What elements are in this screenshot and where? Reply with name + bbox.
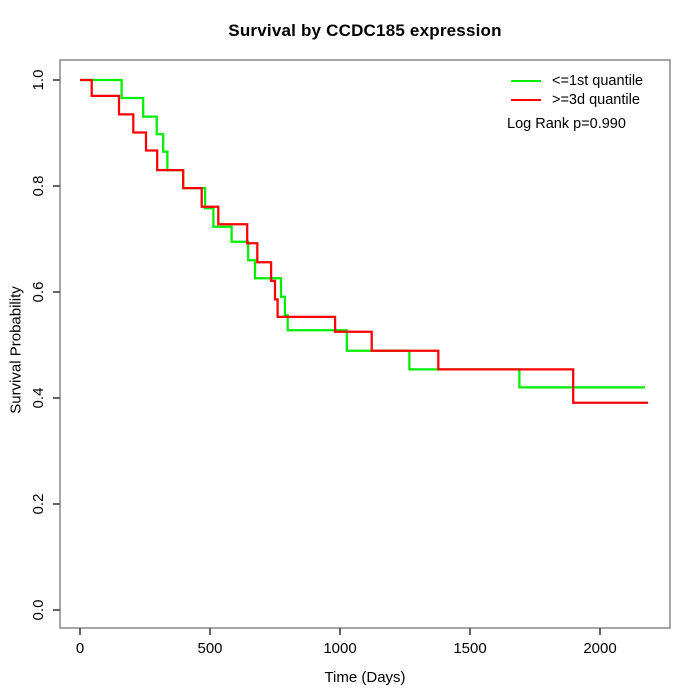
y-tick-label: 0.8 — [30, 176, 47, 197]
x-tick-label: 2000 — [583, 640, 616, 657]
legend: <=1st quantile >=3d quantile Log Rank p=… — [507, 71, 643, 133]
green-line-swatch — [511, 79, 541, 82]
x-tick-label: 0 — [76, 640, 84, 657]
chart-title: Survival by CCDC185 expression — [228, 21, 502, 40]
red-line-swatch — [511, 98, 541, 101]
x-tick-label: 1000 — [323, 640, 356, 657]
y-tick-label: 0.2 — [30, 494, 47, 515]
y-tick-label: 1.0 — [30, 70, 47, 91]
survival-curve-first-quantile — [80, 78, 645, 389]
x-tick-label: 500 — [197, 640, 222, 657]
y-tick-label: 0.4 — [30, 388, 47, 409]
legend-label: >=3d quantile — [552, 91, 640, 108]
y-axis-label: Survival Probability — [7, 286, 25, 414]
legend-item-first-quantile: <=1st quantile — [507, 71, 643, 90]
legend-item-third-quantile: >=3d quantile — [507, 90, 643, 109]
y-tick-label: 0.0 — [30, 600, 47, 621]
log-rank-p-value: Log Rank p=0.990 — [507, 116, 626, 132]
plot-frame — [59, 59, 671, 629]
x-tick-label: 1500 — [453, 640, 486, 657]
legend-label: <=1st quantile — [552, 72, 644, 89]
y-tick-label: 0.6 — [30, 282, 47, 303]
survival-curve-third-quantile — [80, 78, 649, 404]
x-axis-label: Time (Days) — [324, 669, 406, 686]
